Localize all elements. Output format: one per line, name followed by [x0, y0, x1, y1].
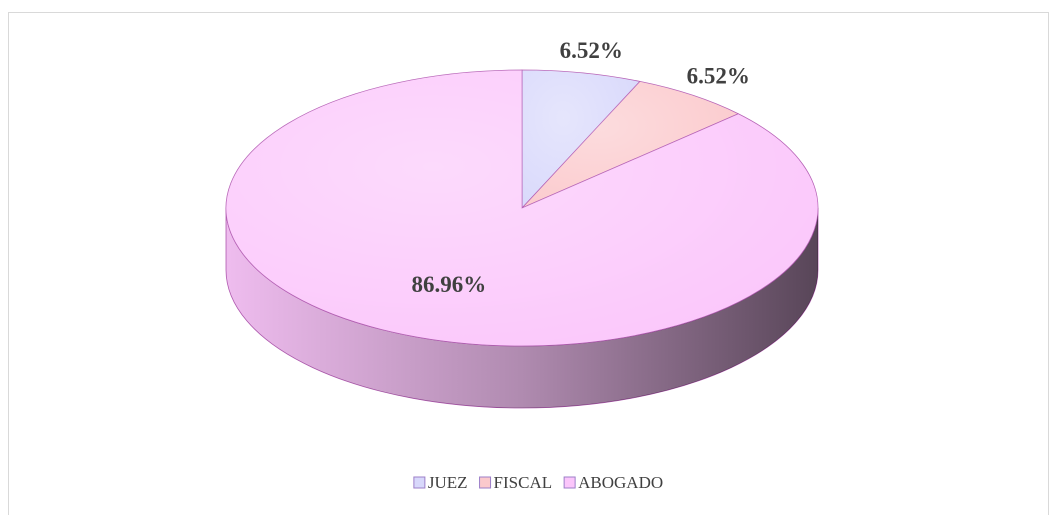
legend-swatch [563, 476, 576, 489]
legend-label: ABOGADO [578, 473, 663, 492]
slice-gloss [522, 70, 640, 208]
legend-label: JUEZ [428, 473, 468, 492]
data-label: 6.52% [560, 38, 623, 63]
side-shade [226, 208, 818, 408]
data-label: 6.52% [687, 64, 750, 89]
slice-gloss [522, 81, 739, 208]
slice-gloss [225, 70, 818, 346]
labels: 6.52% 6.52% 86.96% [412, 38, 750, 297]
legend-swatch [479, 476, 492, 489]
legend: JUEZ FISCAL ABOGADO [413, 473, 663, 492]
legend-label: FISCAL [494, 473, 553, 492]
chart-border [8, 12, 1049, 515]
legend-swatch [413, 476, 426, 489]
data-label: 86.96% [412, 272, 487, 297]
pie [225, 69, 819, 409]
